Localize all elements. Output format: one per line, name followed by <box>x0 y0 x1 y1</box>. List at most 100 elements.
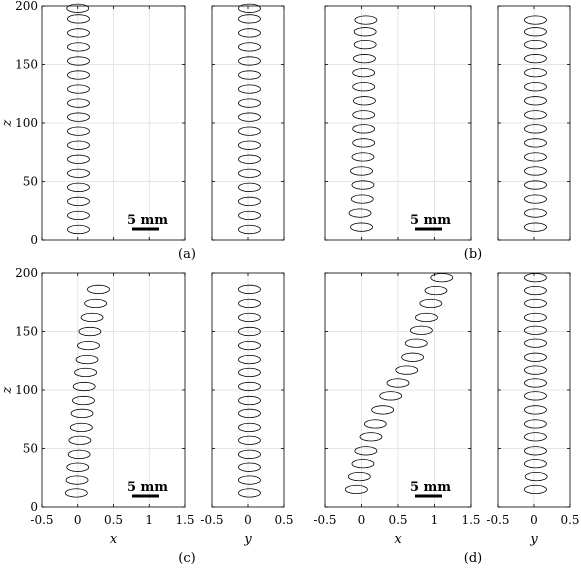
xz-ellipse-marker <box>352 138 376 148</box>
yz-ellipse-marker <box>238 340 261 351</box>
xz-ellipse-marker <box>69 422 93 433</box>
xz-ellipse-marker <box>415 312 438 323</box>
xz-ellipse-marker <box>350 166 373 176</box>
z-tick-label: 150 <box>15 325 38 339</box>
yz-ellipse-marker <box>524 391 547 401</box>
panel-label: (a) <box>178 247 196 262</box>
xz-ellipse-marker <box>67 154 90 164</box>
yz-ellipse-marker <box>238 367 261 378</box>
yz-ellipse-marker <box>524 82 547 92</box>
yz-ellipse-marker <box>238 28 261 38</box>
xz-ellipse-marker <box>352 82 376 92</box>
z-tick-label: 100 <box>15 383 38 397</box>
yz-ellipse-marker <box>524 27 547 37</box>
xz-ellipse-marker <box>353 27 377 37</box>
yz-ellipse-marker <box>524 338 547 348</box>
z-tick-label: 150 <box>15 58 38 72</box>
xz-ellipse-marker <box>351 152 375 162</box>
xz-ellipse-marker <box>67 56 90 66</box>
yz-ellipse-marker <box>524 378 547 388</box>
yz-ellipse-marker <box>238 154 261 164</box>
yz-ellipse-marker <box>238 126 261 136</box>
xz-ellipse-marker <box>70 408 94 418</box>
xz-ellipse-marker <box>353 54 376 64</box>
yz-ellipse-marker <box>238 14 261 24</box>
x-tick-label: 1 <box>431 513 439 527</box>
yz-ellipse-marker <box>238 3 261 13</box>
yz-ellipse-marker <box>238 140 261 150</box>
scale-bar-label: 5 mm <box>127 480 168 495</box>
yz-ellipse-marker <box>524 471 548 482</box>
x-tick-label: -0.5 <box>30 513 53 527</box>
scale-bar-label: 5 mm <box>410 480 451 495</box>
yz-ellipse-marker <box>524 96 547 106</box>
yz-ellipse-marker <box>238 112 261 122</box>
yz-ellipse-marker <box>524 54 547 64</box>
y-tick-label: -0.5 <box>200 513 223 527</box>
y-tick-label: 0 <box>530 513 538 527</box>
xz-ellipse-marker <box>354 446 378 456</box>
yz-ellipse-marker <box>524 110 547 120</box>
z-tick-label: 50 <box>23 175 38 189</box>
yz-ellipse-marker <box>238 422 261 433</box>
x-tick-label: 1 <box>145 513 153 527</box>
xz-ellipse-marker <box>348 208 372 218</box>
x-tick-label: 1.5 <box>461 513 480 527</box>
xz-ellipse-marker <box>347 471 371 482</box>
z-tick-label: 0 <box>30 233 38 247</box>
xz-ellipse-marker <box>87 284 110 294</box>
yz-ellipse-marker <box>524 138 547 148</box>
yz-ellipse-marker <box>524 325 547 335</box>
x-tick-label: 0 <box>358 513 366 527</box>
xz-ellipse-marker <box>395 365 419 375</box>
x-tick-label: 0.5 <box>104 513 123 527</box>
xz-ellipse-marker <box>371 405 395 415</box>
scale-bar-label: 5 mm <box>127 213 168 228</box>
xz-ellipse-marker <box>67 168 90 178</box>
xz-ellipse-marker <box>67 210 90 221</box>
yz-ellipse-marker <box>524 405 547 415</box>
yz-ellipse-marker <box>524 484 547 495</box>
xz-ellipse-marker <box>77 340 100 351</box>
xz-ellipse-marker <box>66 462 90 472</box>
yz-ellipse-marker <box>524 285 547 296</box>
xz-ellipse-marker <box>359 432 383 442</box>
xz-ellipse-marker <box>386 378 410 388</box>
xz-ellipse-marker <box>67 70 90 80</box>
panel-label: (b) <box>464 247 482 262</box>
yz-ellipse-marker <box>238 210 261 221</box>
yz-ellipse-marker <box>524 352 547 362</box>
yz-ellipse-marker <box>524 222 547 232</box>
yz-ellipse-marker <box>238 42 261 52</box>
yz-ellipse-marker <box>238 182 261 192</box>
yz-ellipse-marker <box>524 273 547 283</box>
yz-ellipse-marker <box>524 194 547 204</box>
xz-ellipse-marker <box>353 40 377 50</box>
xz-ellipse-marker <box>72 395 95 406</box>
xz-ellipse-marker <box>72 381 96 392</box>
yz-ellipse-marker <box>524 180 547 190</box>
xz-ellipse-marker <box>84 298 108 309</box>
xz-ellipse-marker <box>67 140 90 150</box>
xz-ellipse-marker <box>78 326 102 337</box>
y-axis-label: y <box>243 532 252 547</box>
xz-ellipse-marker <box>75 354 99 365</box>
xz-ellipse-marker <box>74 367 98 378</box>
xz-ellipse-marker <box>65 475 89 485</box>
xz-ellipse-marker <box>424 285 448 296</box>
xz-ellipse-marker <box>80 312 104 323</box>
yz-ellipse-marker <box>238 168 261 178</box>
yz-ellipse-marker <box>524 15 547 25</box>
x-tick-label: 0 <box>74 513 82 527</box>
xz-ellipse-marker <box>350 222 373 232</box>
xz-ellipse-marker <box>352 68 376 78</box>
xz-ellipse-marker <box>363 419 387 429</box>
yz-ellipse-marker <box>524 312 547 323</box>
xz-ellipse-marker <box>66 3 90 13</box>
yz-ellipse-marker <box>524 419 547 429</box>
xz-ellipse-marker <box>67 42 90 52</box>
y-axis-label: y <box>529 532 538 547</box>
xz-ellipse-marker <box>353 96 376 106</box>
yz-ellipse-marker <box>238 435 261 445</box>
x-tick-label: 1.5 <box>175 513 194 527</box>
